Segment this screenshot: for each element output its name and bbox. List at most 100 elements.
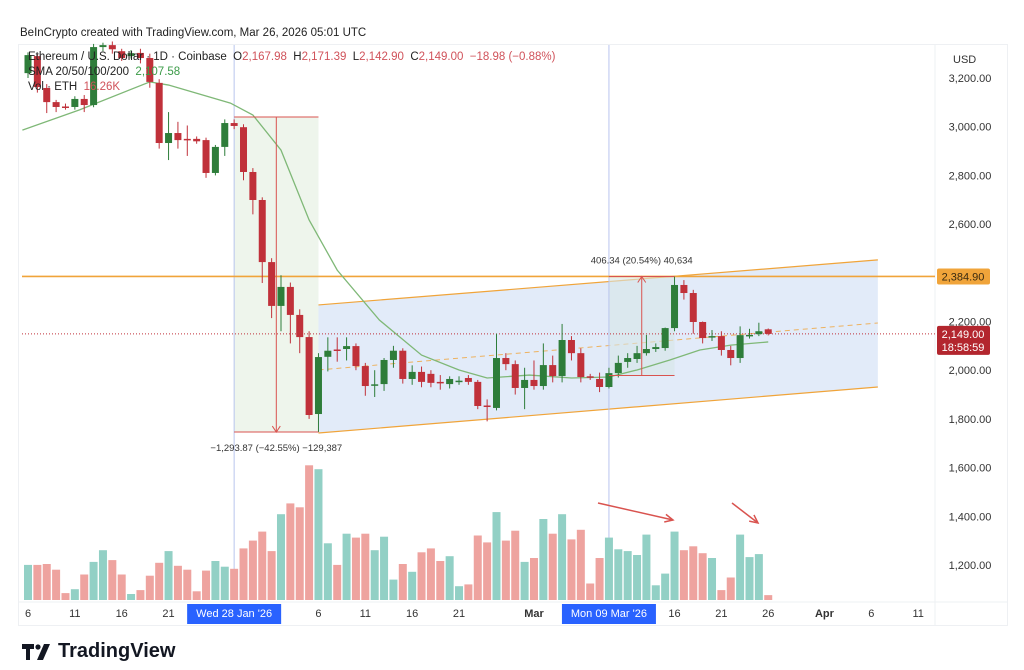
volume-bar	[305, 465, 314, 600]
volume-bar	[445, 556, 454, 600]
volume-bar	[576, 529, 585, 600]
volume-bar	[679, 550, 688, 600]
crosshair-date-badge	[561, 604, 656, 624]
volume-bar	[539, 519, 548, 600]
volume-bar	[417, 552, 426, 600]
candle-down	[52, 102, 60, 107]
change-value: −18.98 (−0.88%)	[469, 51, 556, 63]
volume-bar	[586, 583, 595, 600]
volume-bar	[248, 540, 257, 600]
volume-bar	[426, 548, 435, 600]
candle-down	[689, 293, 697, 322]
candle-down	[305, 337, 313, 416]
candle-up	[127, 53, 135, 57]
candle-down	[764, 329, 772, 334]
volume-bar	[127, 594, 136, 600]
sma-legend[interactable]: SMA 20/50/100/200 2,107.58	[28, 66, 180, 78]
candle-down	[268, 262, 276, 306]
volume-value: 16.26K	[83, 81, 121, 93]
tradingview-logo-icon	[22, 643, 50, 660]
volume-trend-arrow-icon	[731, 502, 759, 524]
volume-bar	[98, 550, 107, 600]
candle-down	[474, 381, 482, 406]
candle-down	[136, 52, 144, 59]
close-label: C	[410, 51, 419, 63]
volume-bar	[314, 469, 323, 600]
volume-bar	[89, 561, 98, 600]
candle-up	[71, 98, 79, 107]
volume-bar	[145, 575, 154, 600]
candle-down	[596, 378, 604, 388]
volume-bar	[108, 560, 117, 600]
candle-down	[61, 106, 69, 108]
candle-down	[108, 45, 116, 50]
time-tick-label: 6	[25, 608, 31, 620]
candle-up	[605, 373, 613, 388]
volume-bar	[220, 566, 229, 600]
price-tick-label: 2,200.00	[949, 317, 992, 329]
candle-down	[502, 358, 510, 365]
volume-bar	[633, 555, 642, 600]
price-tick-label: 1,800.00	[949, 414, 992, 426]
volume-bar	[230, 568, 239, 600]
volume-bar	[473, 535, 482, 600]
volume-bar	[558, 514, 567, 600]
volume-bar	[342, 533, 351, 600]
candle-up	[558, 340, 566, 377]
currency-label: USD	[953, 54, 976, 66]
candle-up	[642, 349, 650, 354]
candle-up	[633, 353, 641, 359]
price-tick-label: 1,600.00	[949, 463, 992, 475]
volume-bar	[623, 551, 632, 600]
volume-bar	[455, 586, 464, 600]
rise-measure-label: 406.34 (20.54%) 40,634	[591, 255, 693, 266]
candle-down	[118, 51, 126, 59]
candle-up	[314, 357, 322, 415]
sma-line	[22, 81, 769, 379]
candle-down	[286, 286, 294, 315]
volume-bar	[370, 550, 379, 600]
candle-up	[446, 378, 454, 385]
candle-down	[699, 321, 707, 339]
candle-up	[455, 380, 463, 383]
symbol-name[interactable]: Ethereum / U.S. Dollar · 1D · Coinbase	[28, 51, 227, 63]
time-tick-label: 11	[912, 608, 923, 620]
time-tick-label: Mar	[524, 608, 544, 620]
candle-down	[333, 349, 341, 352]
volume-bar	[689, 546, 698, 600]
price-tick-label: 1,400.00	[949, 511, 992, 523]
candle-up	[90, 47, 98, 106]
candle-up	[493, 358, 500, 408]
volume-trend-arrow-icon	[597, 502, 674, 521]
price-tick-label: 2,800.00	[949, 170, 992, 182]
candle-down	[249, 171, 257, 200]
candle-up	[277, 286, 285, 306]
candle-down	[399, 350, 407, 379]
volume-bar	[501, 540, 510, 600]
sma-label: SMA 20/50/100/200	[28, 66, 130, 78]
candle-up	[614, 362, 622, 374]
crosshair-date-label: Mon 09 Mar '26	[571, 608, 647, 620]
low-value: 2,142.90	[359, 51, 404, 63]
volume-bar	[117, 574, 126, 600]
candle-down	[577, 353, 585, 378]
volume-bar	[351, 537, 360, 600]
tradingview-logo-text: TradingView	[58, 640, 176, 662]
time-tick-label: 16	[406, 608, 418, 620]
crosshair-date-badge	[187, 604, 282, 624]
volume-bar	[61, 593, 70, 600]
volume-bar	[380, 536, 389, 600]
candle-down	[680, 284, 688, 294]
volume-legend[interactable]: Vol · ETH 16.26K	[28, 81, 120, 93]
candle-up	[521, 379, 529, 388]
volume-bar	[389, 579, 398, 600]
resistance-price-label: 2,384.90	[942, 271, 985, 283]
volume-bar	[661, 573, 670, 600]
drop-measure-label: −1,293.87 (−42.55%) −129,387	[210, 443, 342, 454]
volume-bar	[258, 531, 267, 600]
time-tick-label: Apr	[815, 608, 835, 620]
volume-bar	[183, 569, 192, 600]
volume-bar	[286, 503, 295, 600]
candle-down	[567, 340, 575, 354]
